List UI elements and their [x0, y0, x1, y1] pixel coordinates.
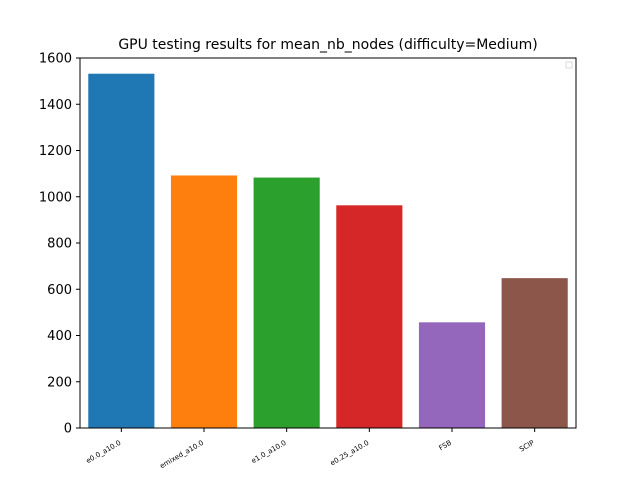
y-tick-label-8: 1600: [39, 52, 72, 67]
y-tick-label-6: 1200: [39, 144, 72, 159]
chart-title: GPU testing results for mean_nb_nodes (d…: [118, 37, 537, 53]
y-tick-label-2: 400: [47, 329, 72, 344]
bar-3: [336, 205, 403, 428]
legend-box: [565, 61, 573, 69]
y-tick-label-7: 1400: [39, 98, 72, 113]
y-tick-label-3: 600: [47, 283, 72, 298]
bar-4: [418, 322, 486, 428]
plot-frame: [79, 57, 577, 429]
bar-1: [170, 175, 238, 428]
y-tick-label-1: 200: [47, 375, 72, 390]
bar-0: [88, 73, 155, 428]
y-axis: 0 200 400 600 800 1000 1200 1400 1600: [39, 52, 80, 437]
y-tick-label-5: 1000: [39, 190, 72, 205]
bar-5: [501, 278, 568, 428]
y-tick-label-4: 800: [47, 237, 72, 252]
bar-2: [253, 177, 320, 428]
bars-layer: [88, 73, 568, 428]
y-tick-label-0: 0: [64, 422, 72, 437]
